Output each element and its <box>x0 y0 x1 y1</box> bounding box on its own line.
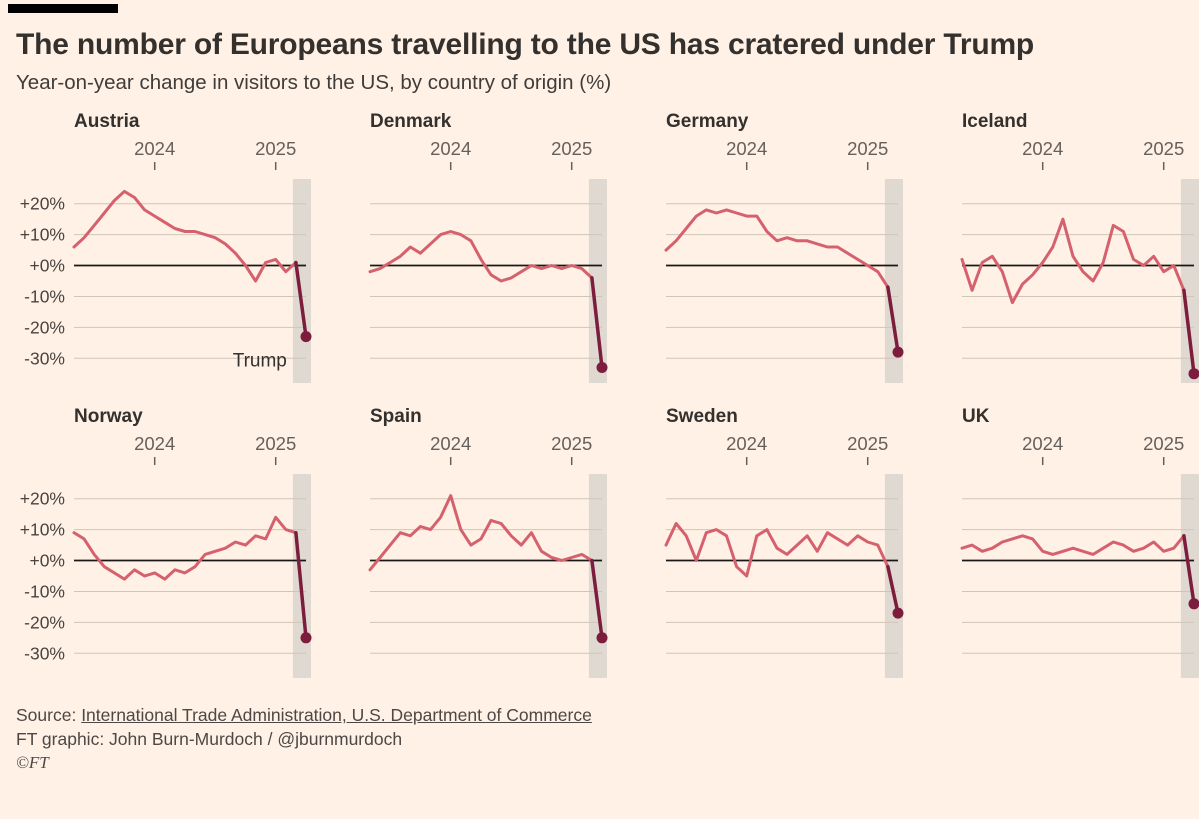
panel-title: Austria <box>74 111 140 132</box>
svg-text:+0%: +0% <box>29 256 65 276</box>
panel-title: Germany <box>666 111 749 132</box>
ft-top-rule <box>8 4 118 13</box>
panel-title: Iceland <box>962 111 1028 132</box>
svg-text:2024: 2024 <box>726 433 767 454</box>
svg-text:+10%: +10% <box>20 520 65 540</box>
svg-text:+10%: +10% <box>20 225 65 245</box>
source-prefix: Source: <box>16 705 82 725</box>
svg-text:2025: 2025 <box>551 138 592 159</box>
svg-text:+0%: +0% <box>29 551 65 571</box>
panel-austria: Austria +20% +10% +0% -10% -20% -30% 2024 2025 T… <box>16 111 314 398</box>
svg-text:-10%: -10% <box>24 582 65 602</box>
svg-text:2025: 2025 <box>847 138 888 159</box>
panel-spain: Spain 2024 2025 <box>360 406 610 693</box>
line-chart-norway: +20% +10% +0% -10% -20% -30% 2024 2025 <box>16 430 314 693</box>
panel-sweden: Sweden 2024 2025 <box>656 406 906 693</box>
chart-subtitle: Year-on-year change in visitors to the U… <box>16 71 612 94</box>
credit-line: FT graphic: John Burn-Murdoch / @jburnmu… <box>16 729 403 750</box>
svg-text:2025: 2025 <box>551 433 592 454</box>
line-chart-iceland: 2024 2025 <box>952 135 1199 398</box>
ft-copyright: ©FT <box>16 753 49 773</box>
svg-text:2024: 2024 <box>134 433 175 454</box>
svg-text:Trump: Trump <box>233 350 287 371</box>
svg-text:2024: 2024 <box>430 138 471 159</box>
svg-text:-10%: -10% <box>24 287 65 307</box>
svg-text:2025: 2025 <box>1143 138 1184 159</box>
line-chart-germany: 2024 2025 <box>656 135 906 398</box>
svg-text:2024: 2024 <box>430 433 471 454</box>
panel-denmark: Denmark 2024 2025 <box>360 111 610 398</box>
panel-iceland: Iceland 2024 2025 <box>952 111 1199 398</box>
small-multiples-grid: Austria +20% +10% +0% -10% -20% -30% 2024 2025 T… <box>16 111 1199 693</box>
panel-title: Denmark <box>370 111 452 132</box>
svg-text:+20%: +20% <box>20 489 65 509</box>
svg-text:2024: 2024 <box>726 138 767 159</box>
panel-title: Norway <box>74 406 143 427</box>
svg-text:2025: 2025 <box>847 433 888 454</box>
svg-text:2024: 2024 <box>1022 433 1063 454</box>
svg-text:2024: 2024 <box>134 138 175 159</box>
svg-text:2025: 2025 <box>255 138 296 159</box>
line-chart-uk: 2024 2025 <box>952 430 1199 693</box>
footer: Source: International Trade Administrati… <box>16 703 1183 775</box>
svg-text:-20%: -20% <box>24 317 65 337</box>
line-chart-spain: 2024 2025 <box>360 430 610 693</box>
panel-title: UK <box>962 406 990 427</box>
source-line: Source: International Trade Administrati… <box>16 703 1183 727</box>
chart-title: The number of Europeans travelling to th… <box>16 28 1035 61</box>
panel-title: Sweden <box>666 406 738 427</box>
panel-uk: UK 2024 2025 <box>952 406 1199 693</box>
svg-text:-20%: -20% <box>24 612 65 632</box>
svg-text:+20%: +20% <box>20 194 65 214</box>
svg-text:2025: 2025 <box>255 433 296 454</box>
panel-title: Spain <box>370 406 422 427</box>
panel-norway: Norway +20% +10% +0% -10% -20% -30% 2024 2025 <box>16 406 314 693</box>
source-link[interactable]: International Trade Administration, U.S.… <box>81 705 592 725</box>
panel-germany: Germany 2024 2025 <box>656 111 906 398</box>
svg-text:2025: 2025 <box>1143 433 1184 454</box>
line-chart-austria: +20% +10% +0% -10% -20% -30% 2024 2025 Trump <box>16 135 314 398</box>
line-chart-sweden: 2024 2025 <box>656 430 906 693</box>
svg-text:-30%: -30% <box>24 348 65 368</box>
svg-text:-30%: -30% <box>24 643 65 663</box>
svg-text:2024: 2024 <box>1022 138 1063 159</box>
line-chart-denmark: 2024 2025 <box>360 135 610 398</box>
